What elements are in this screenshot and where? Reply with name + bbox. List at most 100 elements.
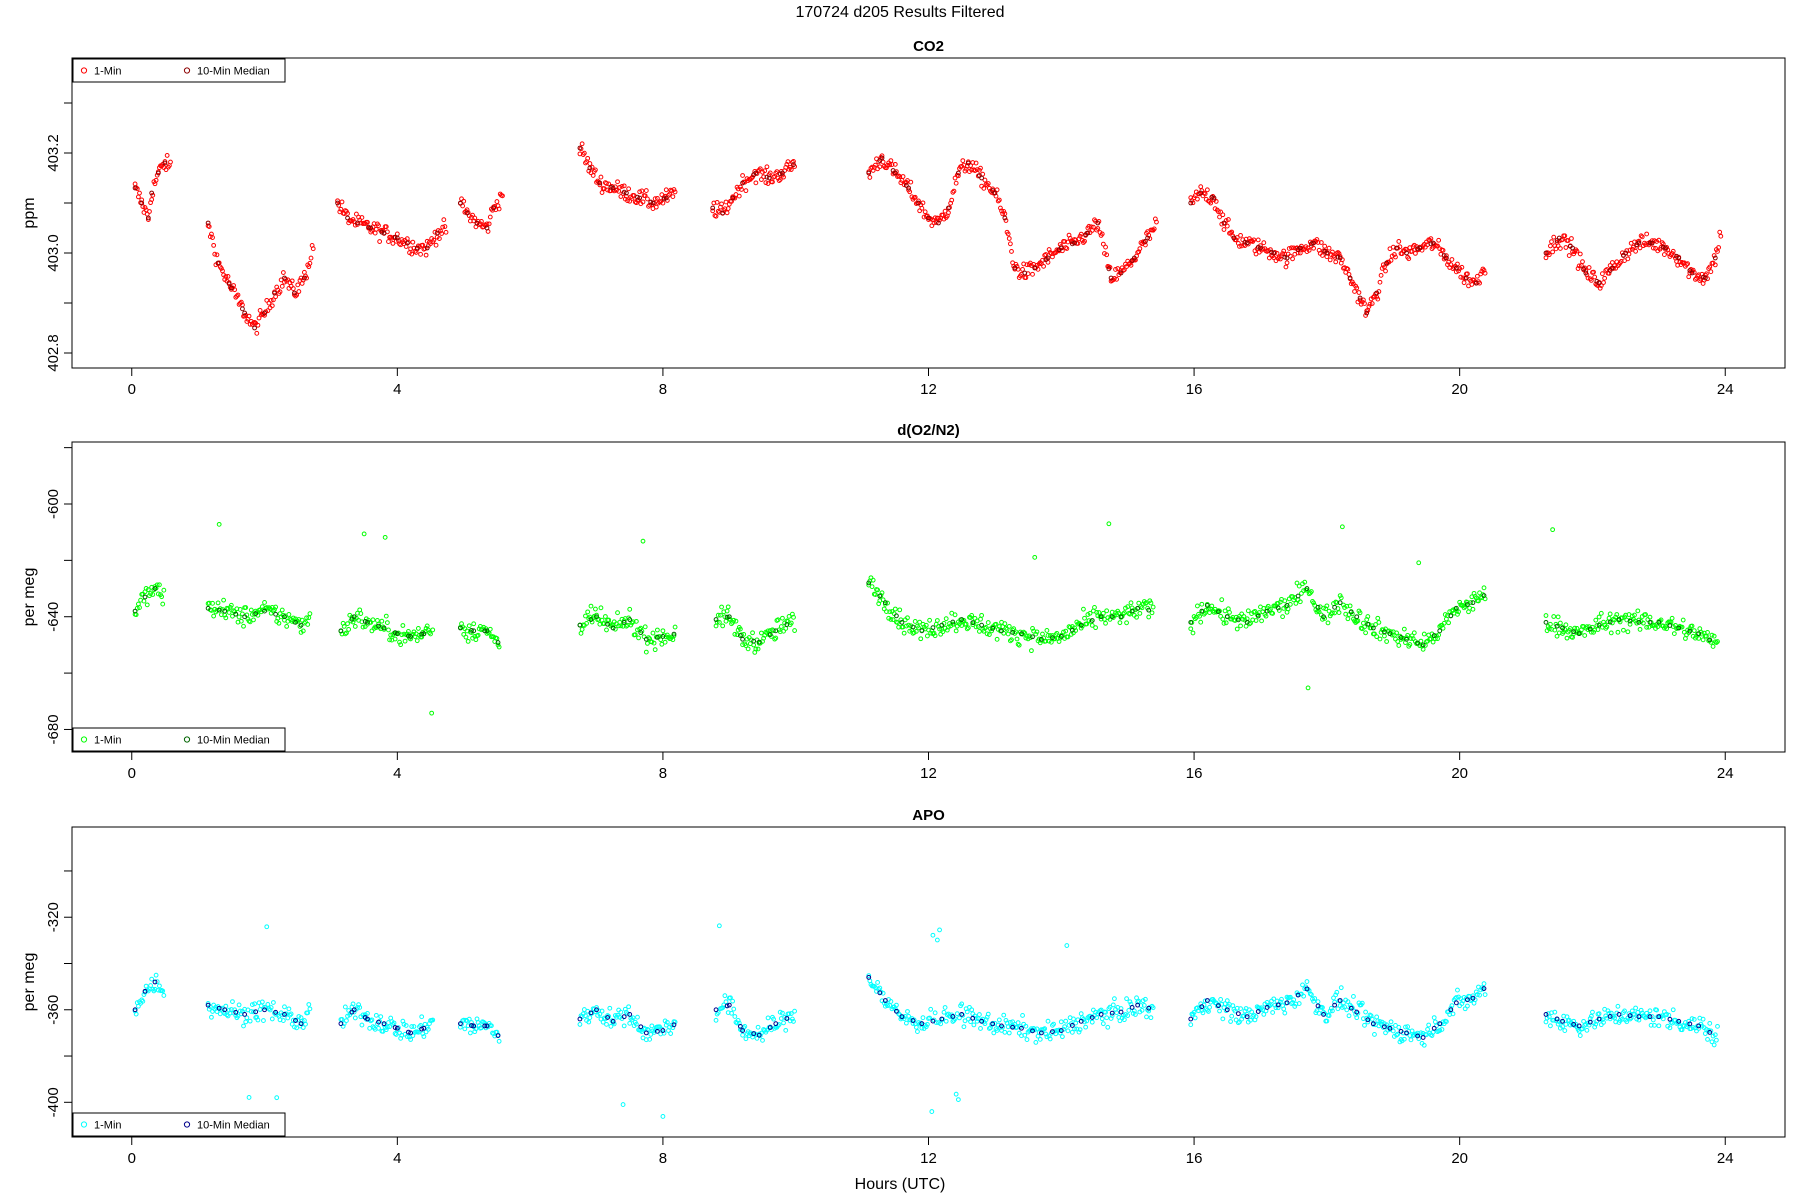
data-point	[1627, 621, 1633, 627]
data-point	[1439, 1027, 1445, 1032]
data-point	[602, 614, 608, 619]
data-point	[1546, 626, 1552, 632]
data-point	[1148, 600, 1154, 606]
data-point	[1294, 580, 1300, 586]
median-point	[1199, 1004, 1205, 1010]
data-point	[917, 1021, 923, 1027]
data-point	[1027, 635, 1033, 641]
median-point	[1712, 255, 1718, 261]
data-point	[211, 242, 217, 248]
data-point	[1457, 599, 1463, 605]
data-point	[1481, 267, 1487, 273]
data-point	[289, 278, 295, 284]
data-point	[887, 609, 893, 615]
data-point	[618, 194, 624, 199]
data-point	[1330, 1008, 1335, 1014]
data-point	[428, 631, 433, 637]
data-point	[150, 592, 156, 597]
data-point	[1219, 597, 1225, 603]
data-point	[1563, 1021, 1569, 1027]
data-point	[160, 988, 166, 994]
data-point	[996, 1017, 1002, 1023]
data-point	[749, 175, 754, 181]
data-point	[1638, 233, 1644, 239]
data-point	[581, 150, 587, 156]
median-point	[376, 1019, 381, 1025]
data-point	[496, 644, 502, 650]
data-point	[360, 624, 366, 630]
data-point	[1197, 613, 1203, 619]
median-point	[152, 979, 158, 985]
median-point	[1554, 1016, 1560, 1022]
data-point	[1078, 1011, 1084, 1017]
data-point	[268, 297, 274, 303]
data-point	[983, 624, 989, 630]
median-point	[1109, 1010, 1115, 1016]
data-point	[1057, 1030, 1063, 1036]
median-point	[866, 580, 872, 586]
data-point	[867, 175, 873, 180]
median-point	[1002, 215, 1008, 221]
data-point	[1200, 1010, 1206, 1016]
data-point	[390, 240, 396, 246]
data-point	[212, 251, 218, 257]
data-point	[600, 1019, 606, 1025]
data-point	[872, 592, 878, 597]
data-point	[1449, 1003, 1455, 1008]
data-point	[1082, 615, 1087, 621]
data-point	[205, 1001, 211, 1006]
median-point	[362, 619, 368, 624]
data-point	[1051, 1021, 1056, 1027]
median-point	[621, 189, 627, 195]
data-point	[792, 1008, 798, 1014]
median-point	[740, 180, 745, 186]
median-point	[751, 1031, 757, 1037]
median-point	[1554, 623, 1560, 629]
data-point	[276, 620, 282, 626]
data-points	[132, 141, 1724, 336]
data-point	[1311, 600, 1316, 606]
y-axis-label: per meg	[21, 568, 38, 627]
data-point	[587, 161, 593, 166]
data-point	[1084, 621, 1090, 627]
data-point	[730, 998, 736, 1004]
data-point	[241, 1023, 246, 1029]
data-point	[218, 266, 224, 271]
data-point	[1263, 613, 1269, 619]
median-point	[671, 1022, 677, 1028]
data-point	[1669, 1020, 1675, 1026]
data-point	[1692, 276, 1698, 282]
data-point	[885, 162, 890, 168]
median-point	[1337, 998, 1343, 1003]
data-point	[720, 1005, 726, 1011]
data-point	[615, 610, 620, 616]
median-point	[1258, 245, 1263, 251]
data-point	[1405, 1024, 1411, 1030]
data-point	[1188, 626, 1194, 632]
median-point	[474, 220, 480, 226]
data-point	[1029, 648, 1034, 654]
data-point	[467, 1030, 473, 1036]
data-point	[879, 590, 885, 596]
data-point	[384, 620, 390, 625]
median-point	[1198, 190, 1204, 196]
data-point	[577, 1022, 583, 1027]
data-point	[1220, 1016, 1226, 1022]
data-point	[386, 627, 391, 633]
data-point	[1363, 313, 1369, 318]
data-point	[1474, 992, 1480, 997]
data-point	[1063, 1018, 1069, 1024]
median-point	[737, 633, 743, 638]
data-point	[1264, 1000, 1270, 1005]
data-point	[1636, 238, 1642, 244]
data-point	[1347, 603, 1353, 609]
median-point	[132, 1007, 138, 1013]
data-point	[578, 630, 584, 636]
median-point	[216, 1005, 222, 1011]
data-point	[1238, 1006, 1243, 1012]
data-point	[1684, 1024, 1689, 1029]
data-point	[647, 1036, 653, 1042]
data-point	[1073, 1020, 1079, 1026]
data-point	[1691, 628, 1697, 634]
